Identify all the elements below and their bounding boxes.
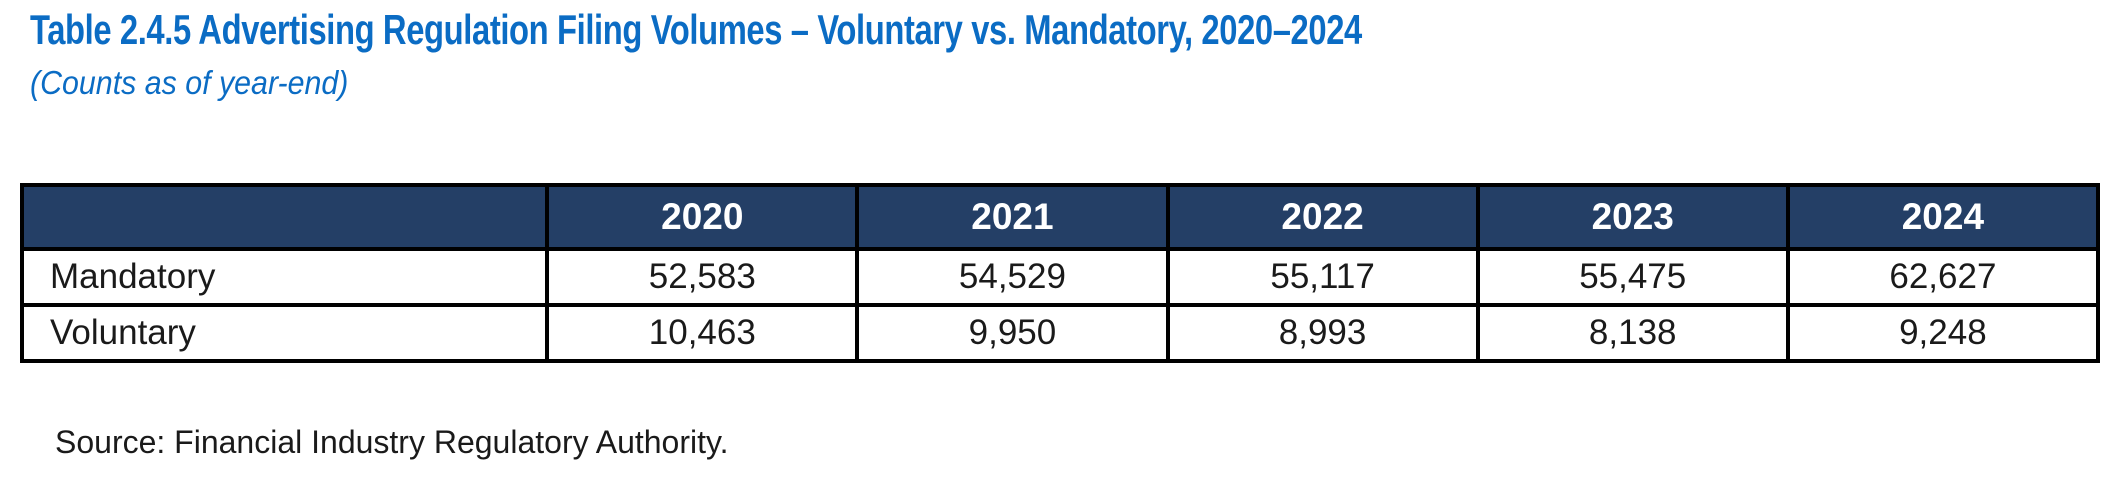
table-row: Voluntary 10,463 9,950 8,993 8,138 9,248 [19, 303, 2101, 363]
table-title: Table 2.4.5 Advertising Regulation Filin… [30, 6, 1362, 53]
value-cell: 9,248 [1785, 303, 2101, 363]
year-column-header: 2021 [855, 183, 1170, 251]
year-column-header: 2022 [1165, 183, 1480, 251]
row-label: Mandatory [19, 247, 550, 307]
row-label: Voluntary [19, 303, 550, 363]
value-cell: 62,627 [1785, 247, 2101, 307]
value-cell: 52,583 [545, 247, 860, 307]
table-corner-cell [19, 183, 550, 251]
table-subtitle: (Counts as of year-end) [30, 64, 349, 101]
value-cell: 8,138 [1475, 303, 1790, 363]
value-cell: 9,950 [855, 303, 1170, 363]
table-header-row: 2020 2021 2022 2023 2024 [19, 183, 2101, 251]
year-column-header: 2024 [1785, 183, 2101, 251]
source-attribution: Source: Financial Industry Regulatory Au… [55, 424, 729, 460]
value-cell: 8,993 [1165, 303, 1480, 363]
value-cell: 54,529 [855, 247, 1170, 307]
year-column-header: 2020 [545, 183, 860, 251]
filing-volumes-table: 2020 2021 2022 2023 2024 Mandatory 52,583 54,5… [19, 183, 2101, 363]
year-column-header: 2023 [1475, 183, 1790, 251]
table-row: Mandatory 52,583 54,529 55,117 55,475 62,627 [19, 247, 2101, 307]
value-cell: 55,117 [1165, 247, 1480, 307]
value-cell: 10,463 [545, 303, 860, 363]
value-cell: 55,475 [1475, 247, 1790, 307]
